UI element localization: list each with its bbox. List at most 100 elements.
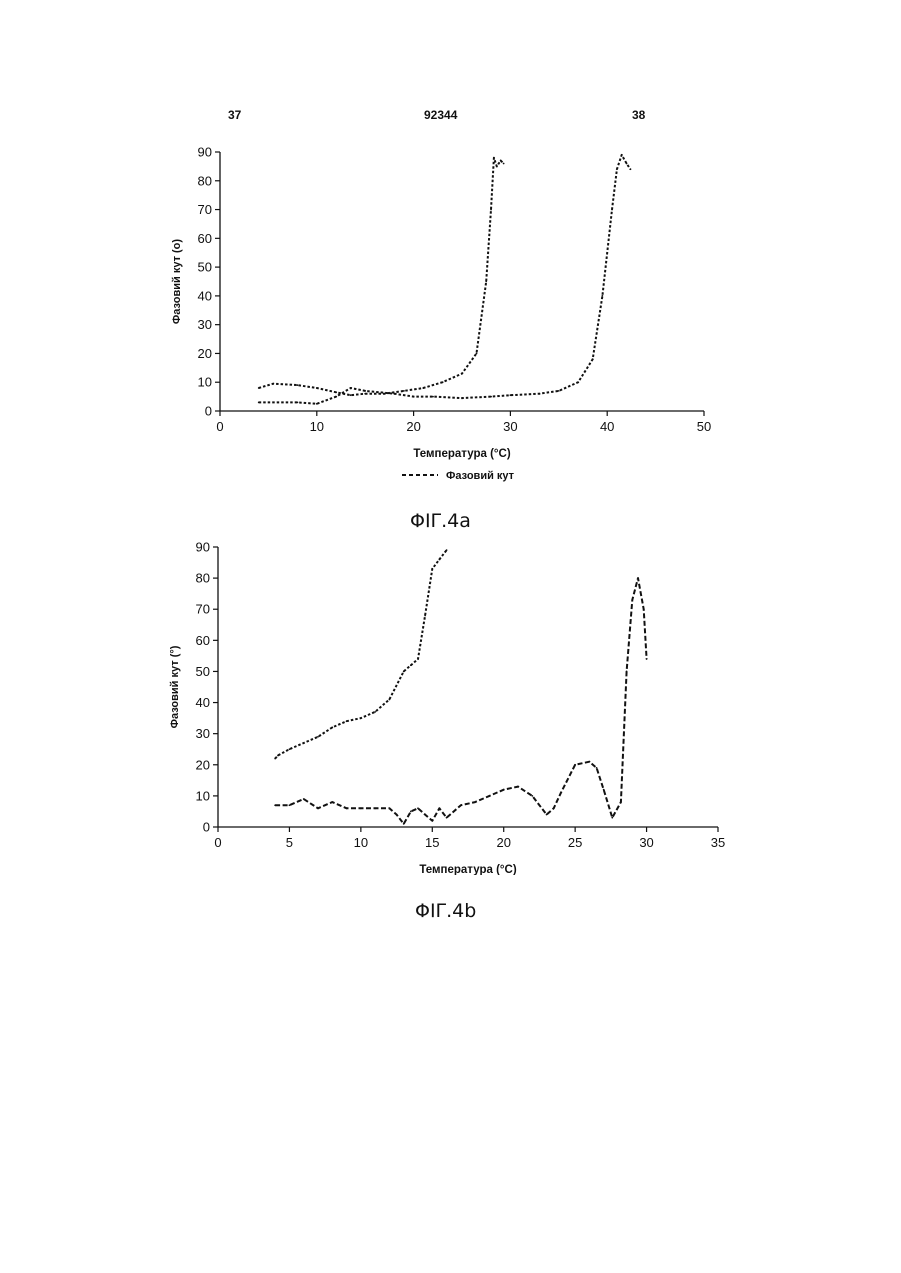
data-point [393, 393, 395, 395]
y-tick-label: 10 [198, 375, 212, 390]
x-tick-label: 20 [496, 835, 510, 850]
data-point [485, 281, 487, 283]
figure-4a-chart: 010203040506070809001020304050Температур… [150, 135, 750, 495]
data-point [596, 767, 598, 769]
data-point [490, 209, 492, 211]
data-point [601, 295, 603, 297]
y-tick-label: 10 [196, 788, 210, 803]
data-point [560, 792, 562, 794]
data-point [500, 160, 502, 162]
data-point [589, 761, 591, 763]
x-tick-label: 10 [354, 835, 368, 850]
x-tick-label: 15 [425, 835, 439, 850]
x-tick-label: 50 [697, 419, 711, 434]
data-point [331, 801, 333, 803]
data-point [272, 383, 274, 385]
data-point [611, 817, 613, 819]
figure-4b-chart: 010203040506070809005101520253035Темпера… [150, 530, 750, 875]
data-point [461, 397, 463, 399]
data-point [350, 387, 352, 389]
data-point [417, 807, 419, 809]
y-tick-label: 30 [198, 317, 212, 332]
data-point [297, 401, 299, 403]
data-point [258, 387, 260, 389]
data-point [432, 396, 434, 398]
data-point [360, 717, 362, 719]
data-point [422, 387, 424, 389]
x-tick-label: 30 [639, 835, 653, 850]
y-tick-label: 90 [196, 540, 210, 555]
data-point [553, 807, 555, 809]
data-point [303, 742, 305, 744]
data-point [439, 559, 441, 561]
data-point [637, 577, 639, 579]
data-point [331, 727, 333, 729]
data-point [620, 801, 622, 803]
y-tick-label: 80 [198, 173, 212, 188]
y-tick-label: 40 [196, 695, 210, 710]
data-point [277, 755, 279, 757]
x-axis-label: Температура (°C) [419, 864, 516, 875]
data-point [503, 789, 505, 791]
data-point [490, 396, 492, 398]
data-point [274, 804, 276, 806]
data-point [410, 664, 412, 666]
y-tick-label: 90 [198, 145, 212, 160]
x-tick-label: 0 [216, 419, 223, 434]
data-point [335, 396, 337, 398]
x-tick-label: 35 [711, 835, 725, 850]
data-point [442, 381, 444, 383]
y-tick-label: 30 [196, 726, 210, 741]
data-point [389, 807, 391, 809]
y-tick-label: 70 [196, 602, 210, 617]
data-point [431, 568, 433, 570]
legend-label: Фазовий кут [446, 470, 515, 482]
x-tick-label: 20 [406, 419, 420, 434]
series-line-1 [275, 550, 447, 759]
y-axis-label: Фазовий кут (o) [171, 239, 183, 324]
data-point [474, 801, 476, 803]
x-tick-label: 10 [310, 419, 324, 434]
y-tick-label: 20 [198, 346, 212, 361]
x-tick-label: 30 [503, 419, 517, 434]
data-point [539, 393, 541, 395]
data-point [574, 764, 576, 766]
data-point [317, 736, 319, 738]
data-point [316, 387, 318, 389]
data-point [417, 658, 419, 660]
data-point [297, 384, 299, 386]
data-point [621, 154, 623, 156]
y-tick-label: 60 [196, 633, 210, 648]
data-point [374, 711, 376, 713]
data-point [346, 807, 348, 809]
data-point [493, 157, 495, 159]
x-tick-label: 25 [568, 835, 582, 850]
figure-4a-caption: ΦΙΓ.4a [410, 510, 471, 532]
patent-number: 92344 [424, 108, 457, 122]
data-point [577, 381, 579, 383]
data-point [646, 658, 648, 660]
data-point [611, 209, 613, 211]
data-point [374, 807, 376, 809]
data-point [489, 795, 491, 797]
data-point [258, 401, 260, 403]
data-point [403, 823, 405, 825]
y-tick-label: 80 [196, 571, 210, 586]
y-tick-label: 50 [196, 664, 210, 679]
series-line-2 [259, 155, 631, 404]
data-point [510, 394, 512, 396]
data-point [424, 615, 426, 617]
data-point [346, 720, 348, 722]
y-tick-label: 50 [198, 260, 212, 275]
data-point [396, 814, 398, 816]
data-point [626, 163, 628, 165]
page-number-left: 37 [228, 108, 241, 122]
y-tick-label: 0 [203, 820, 210, 835]
data-point [410, 811, 412, 813]
x-tick-label: 0 [214, 835, 221, 850]
data-point [592, 358, 594, 360]
data-point [616, 168, 618, 170]
x-tick-label: 40 [600, 419, 614, 434]
y-axis-label: Фазовий кут (°) [169, 645, 181, 728]
data-point [517, 786, 519, 788]
